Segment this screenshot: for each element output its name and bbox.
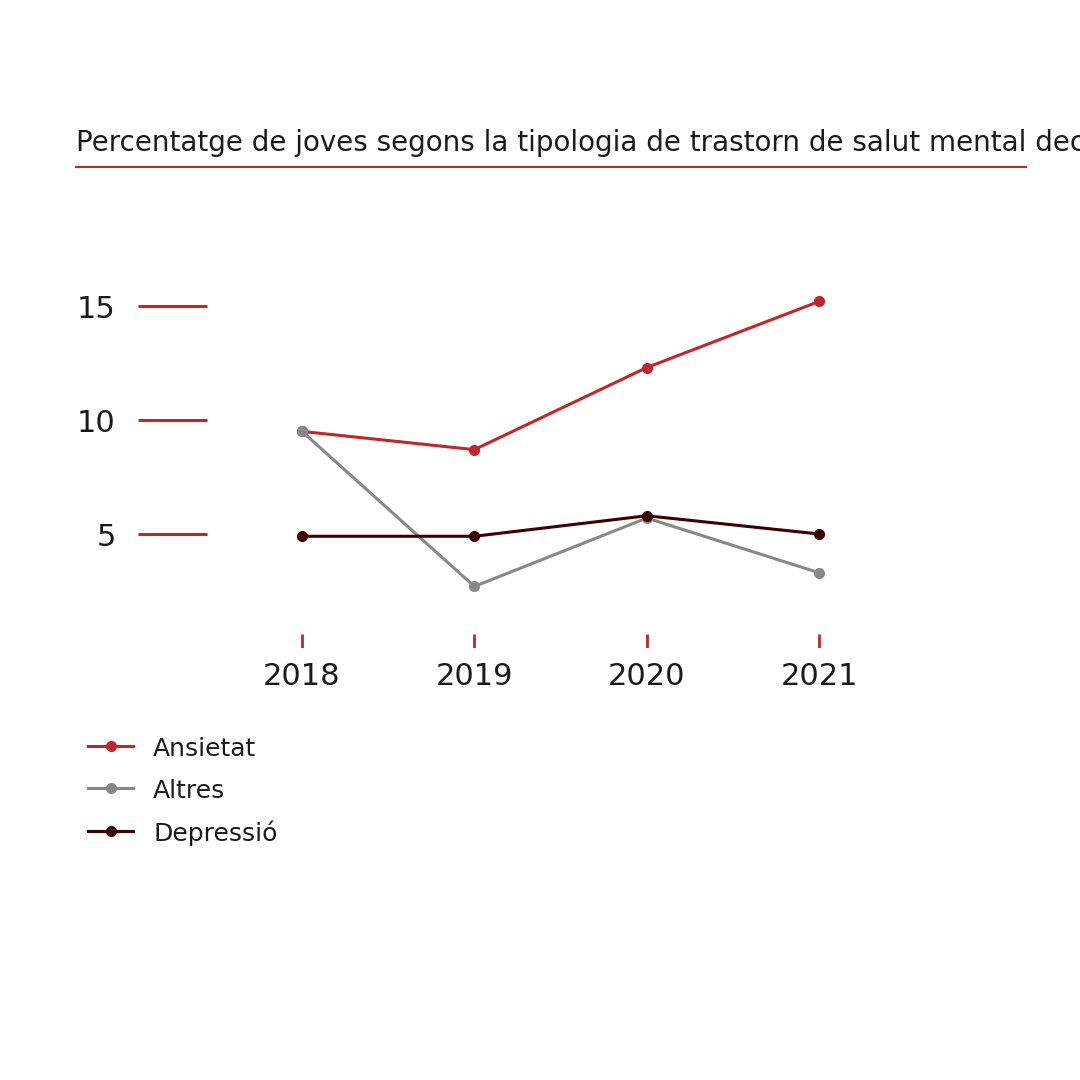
Text: Percentatge de joves segons la tipologia de trastorn de salut mental declarat: Percentatge de joves segons la tipologia… [76, 129, 1080, 157]
Legend: Ansietat, Altres, Depressió: Ansietat, Altres, Depressió [89, 737, 278, 846]
